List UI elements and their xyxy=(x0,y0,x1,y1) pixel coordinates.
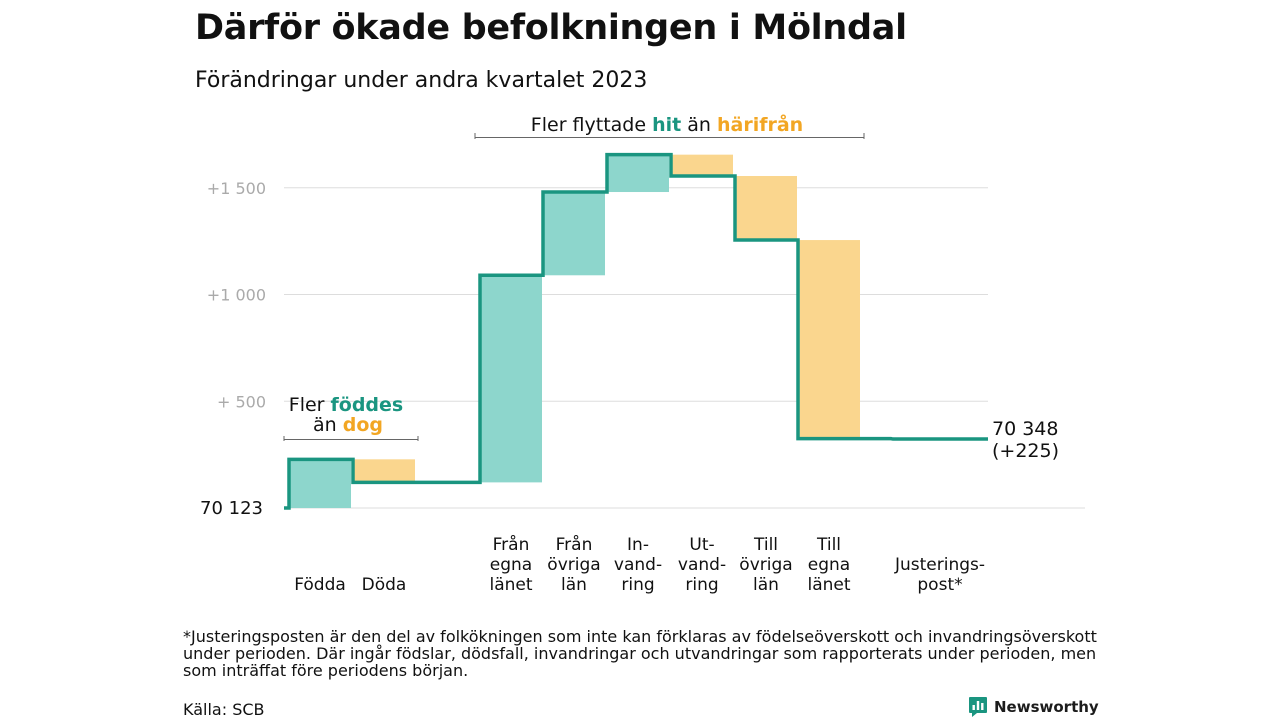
migration-annotation-highlight: hit xyxy=(652,114,681,136)
x-category-label: Till xyxy=(753,535,778,555)
brand-name: Newsworthy xyxy=(994,698,1099,716)
footnote: *Justeringsposten är den del av folkökni… xyxy=(183,627,1097,680)
x-category-label: länet xyxy=(807,575,850,595)
births-annotation-prefix: Fler xyxy=(289,394,331,416)
births-bracket xyxy=(283,436,419,441)
x-category-label: ring xyxy=(685,575,718,595)
source-credit: Källa: SCB xyxy=(183,700,265,719)
x-category-label: Från xyxy=(493,534,530,555)
bar xyxy=(671,154,733,177)
x-category-label: Till xyxy=(816,535,841,555)
start-value-label: 70 123 xyxy=(200,498,263,519)
end-value-label: (+225) xyxy=(992,440,1059,462)
x-category-label: In- xyxy=(627,535,649,555)
migration-annotation-highlight: härifrån xyxy=(717,112,803,136)
migration-annotation-prefix: Fler flyttade xyxy=(531,114,652,136)
births-annotation-highlight: föddes xyxy=(331,394,404,416)
chart-title: Därför ökade befolkningen i Mölndal xyxy=(195,8,907,48)
bar xyxy=(543,192,605,276)
x-category-label: egna xyxy=(808,555,850,575)
step-line-path xyxy=(284,152,988,510)
x-category-label: vand- xyxy=(614,555,662,575)
end-value-label: 70 348 xyxy=(992,418,1058,440)
step-line xyxy=(284,152,988,510)
x-category-label: ring xyxy=(621,575,654,595)
y-tick-label: + 500 xyxy=(217,392,266,411)
births-annotation-line2: än dog xyxy=(313,414,383,436)
bar xyxy=(735,176,797,241)
x-category-label: post* xyxy=(917,575,962,595)
x-axis-labels: Födda DödaFrånegnalänetFrånövrigalänIn-va… xyxy=(294,534,985,595)
bar xyxy=(289,459,351,508)
x-category-label: län xyxy=(561,575,587,595)
bar xyxy=(480,275,542,483)
y-tick-label: +1 500 xyxy=(207,179,266,198)
births-annotation-prefix: än xyxy=(313,414,343,436)
migration-bracket xyxy=(474,133,865,139)
x-category-label: Från xyxy=(556,534,593,555)
births-annotation-line1: Fler föddes xyxy=(289,394,403,416)
bar-chart-logo-icon xyxy=(969,697,987,717)
x-category-label: vand- xyxy=(678,555,726,575)
y-tick-label: +1 000 xyxy=(207,286,266,305)
migration-annotation-middle: än xyxy=(681,114,717,136)
bar xyxy=(607,154,669,193)
migration-annotation: Fler flyttade hit än härifrån xyxy=(531,112,803,136)
x-category-label: Ut- xyxy=(689,535,714,555)
waterfall-chart: + 500 +1 000 +1 500 70 123 70 348(+225) Född… xyxy=(200,112,1085,595)
x-category-label: län xyxy=(753,575,779,595)
x-category-label: övriga xyxy=(739,555,792,575)
bar xyxy=(798,240,860,439)
births-annotation-highlight: dog xyxy=(343,414,383,436)
x-category-label: övriga xyxy=(547,555,600,575)
chart-subtitle: Förändringar under andra kvartalet 2023 xyxy=(195,68,648,93)
x-category-label: länet xyxy=(489,575,532,595)
x-category-label: Födda xyxy=(294,575,346,595)
x-category-label: Justerings- xyxy=(894,555,985,575)
newsworthy-logo: Newsworthy xyxy=(968,696,1099,718)
x-category-label: Döda xyxy=(362,575,407,595)
bars xyxy=(289,154,860,508)
y-axis: + 500 +1 000 +1 500 70 123 70 348(+225) xyxy=(200,179,1059,519)
x-category-label: egna xyxy=(490,555,532,575)
bar xyxy=(353,459,415,483)
